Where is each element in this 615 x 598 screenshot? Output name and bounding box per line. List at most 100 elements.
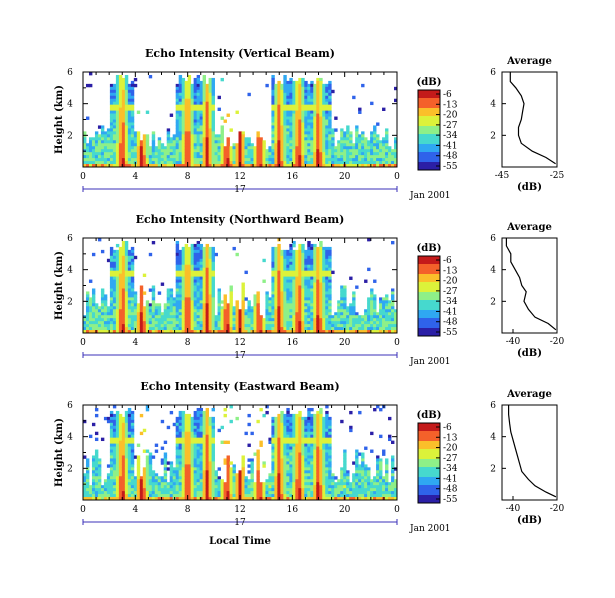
heatmap-cell bbox=[199, 485, 204, 489]
heatmap-cell bbox=[190, 125, 195, 129]
heatmap-cell bbox=[313, 282, 317, 286]
heatmap-cell bbox=[325, 95, 329, 100]
heatmap-cell bbox=[118, 77, 123, 82]
heatmap-cell bbox=[178, 452, 183, 456]
heatmap-cell bbox=[136, 476, 141, 480]
heatmap-cell bbox=[322, 155, 326, 159]
heatmap-cell bbox=[124, 437, 129, 442]
heatmap-cell bbox=[145, 309, 150, 313]
heatmap-cell bbox=[289, 155, 293, 159]
heatmap-cell bbox=[253, 312, 257, 316]
heatmap-cell bbox=[118, 104, 123, 109]
heatmap-cell bbox=[151, 491, 156, 495]
heatmap-cell bbox=[118, 327, 123, 331]
heatmap-cell bbox=[256, 161, 260, 165]
heatmap-cell bbox=[151, 134, 156, 138]
heatmap-cell bbox=[136, 467, 141, 471]
heatmap-cell bbox=[184, 431, 189, 436]
heatmap-cell bbox=[91, 252, 96, 257]
heatmap-cell bbox=[319, 276, 323, 280]
heatmap-cell bbox=[247, 149, 251, 153]
heatmap-cell bbox=[235, 330, 239, 334]
heatmap-cell bbox=[196, 297, 201, 301]
heatmap-cell bbox=[157, 155, 162, 159]
heatmap-cell bbox=[187, 146, 192, 150]
heatmap-cell bbox=[154, 315, 159, 319]
heatmap-cell bbox=[124, 131, 129, 135]
heatmap-cell bbox=[271, 134, 275, 138]
heatmap-cell bbox=[148, 455, 153, 459]
heatmap-cell bbox=[124, 119, 129, 123]
heatmap-cell bbox=[130, 155, 135, 159]
heatmap-cell bbox=[373, 312, 377, 316]
heatmap-cell bbox=[178, 164, 183, 168]
heatmap-cell bbox=[193, 452, 198, 456]
heatmap-cell bbox=[313, 270, 317, 275]
heatmap-cell bbox=[292, 80, 296, 85]
heatmap-cell bbox=[367, 146, 371, 150]
heatmap-cell bbox=[208, 92, 212, 97]
heatmap-cell bbox=[178, 446, 183, 450]
heatmap-cell bbox=[265, 306, 269, 310]
heatmap-cell bbox=[133, 318, 138, 322]
heatmap-cell bbox=[295, 321, 299, 325]
heatmap-cell bbox=[202, 113, 207, 117]
heatmap-cell bbox=[205, 140, 209, 144]
heatmap-cell bbox=[232, 315, 236, 319]
heatmap-cell bbox=[97, 312, 102, 316]
heatmap-cell bbox=[346, 324, 350, 328]
heatmap-cell bbox=[85, 479, 90, 483]
heatmap-cell bbox=[121, 312, 126, 316]
heatmap-cell bbox=[235, 327, 239, 331]
heatmap-cell bbox=[235, 110, 239, 114]
heatmap-cell bbox=[289, 149, 293, 153]
heatmap-cell bbox=[361, 131, 365, 135]
heatmap-cell bbox=[109, 318, 114, 322]
heatmap-cell bbox=[193, 104, 198, 109]
heatmap-cell bbox=[202, 303, 207, 307]
heatmap-cell bbox=[205, 324, 209, 328]
heatmap-cell bbox=[277, 312, 281, 316]
heatmap-cell bbox=[208, 294, 212, 298]
heatmap-cell bbox=[322, 306, 326, 310]
heatmap-cell bbox=[196, 458, 201, 462]
colorbar-tick-label: -48 bbox=[443, 152, 458, 162]
heatmap-cell bbox=[316, 119, 320, 123]
heatmap-cell bbox=[208, 330, 212, 334]
heatmap-cell bbox=[280, 137, 284, 141]
heatmap-cell bbox=[316, 318, 320, 322]
heatmap-cell bbox=[343, 146, 347, 150]
heatmap-cell bbox=[304, 119, 308, 123]
heatmap-cell bbox=[346, 315, 350, 319]
heatmap-cell bbox=[280, 140, 284, 144]
heatmap-cell bbox=[283, 312, 287, 316]
heatmap-cell bbox=[127, 321, 132, 325]
heatmap-cell bbox=[181, 158, 186, 162]
heatmap-cell bbox=[181, 255, 186, 260]
heatmap-cell bbox=[106, 155, 111, 159]
heatmap-cell bbox=[286, 92, 290, 97]
heatmap-cell bbox=[166, 312, 171, 316]
heatmap-cell bbox=[154, 303, 159, 307]
heatmap-cell bbox=[298, 140, 302, 144]
heatmap-cell bbox=[394, 149, 398, 153]
heatmap-cell bbox=[283, 152, 287, 156]
heatmap-cell bbox=[199, 300, 204, 304]
heatmap-cell bbox=[280, 288, 284, 292]
heatmap-cell bbox=[352, 327, 356, 331]
heatmap-cell bbox=[103, 300, 108, 304]
heatmap-cell bbox=[271, 285, 275, 289]
heatmap-cell bbox=[355, 131, 359, 135]
heatmap-cell bbox=[124, 146, 129, 150]
heatmap-cell bbox=[295, 300, 299, 304]
heatmap-cell bbox=[187, 128, 192, 132]
heatmap-cell bbox=[292, 110, 296, 114]
heatmap-cell bbox=[106, 416, 111, 421]
heatmap-cell bbox=[118, 258, 123, 263]
colorbar-segment bbox=[418, 134, 440, 137]
heatmap-cell bbox=[301, 303, 305, 307]
heatmap-cell bbox=[130, 479, 135, 483]
heatmap-cell bbox=[175, 288, 180, 292]
heatmap-cell bbox=[175, 422, 180, 427]
heatmap-cell bbox=[277, 315, 281, 319]
